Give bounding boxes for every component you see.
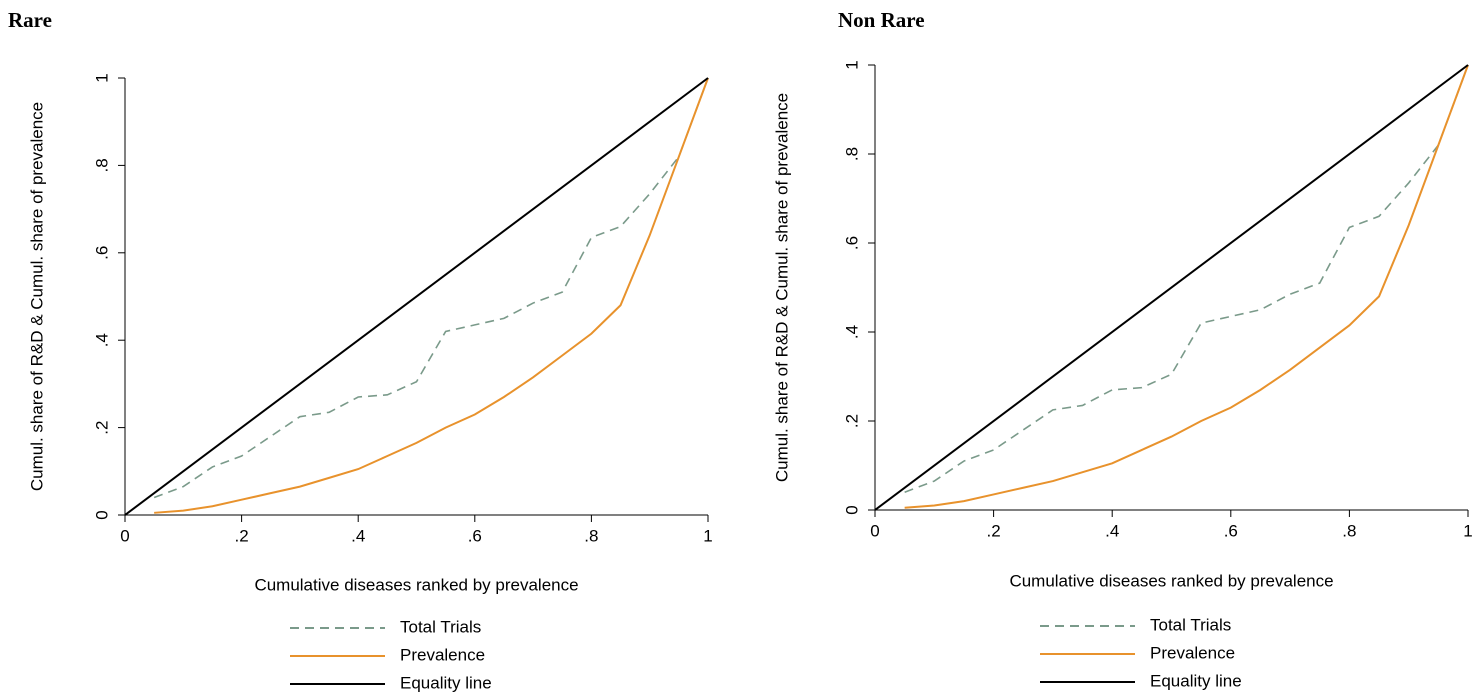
x-tick-label: 1 <box>703 526 712 545</box>
legend-label: Prevalence <box>1150 643 1235 662</box>
x-axis-label: Cumulative diseases ranked by prevalence <box>1009 571 1333 590</box>
y-tick-label: .2 <box>842 414 861 428</box>
legend-label: Total Trials <box>1150 615 1231 634</box>
legend-label: Equality line <box>1150 671 1242 690</box>
y-tick-label: 0 <box>92 510 111 519</box>
x-tick-label: .6 <box>468 526 482 545</box>
x-tick-label: .4 <box>351 526 365 545</box>
y-axis-label: Cumul. share of R&D & Cumul. share of pr… <box>27 102 46 491</box>
y-tick-label: 0 <box>842 505 861 514</box>
chart-title: Rare <box>8 8 52 32</box>
x-tick-label: 0 <box>870 521 879 540</box>
x-axis-label: Cumulative diseases ranked by prevalence <box>254 575 578 594</box>
series-line <box>904 64 1469 493</box>
y-tick-label: .2 <box>92 421 111 435</box>
y-tick-label: .8 <box>842 147 861 161</box>
legend-label: Total Trials <box>400 617 481 636</box>
x-tick-label: .2 <box>987 521 1001 540</box>
y-tick-label: .4 <box>842 325 861 339</box>
y-tick-label: .6 <box>842 236 861 250</box>
y-tick-label: .6 <box>92 246 111 260</box>
series-line <box>874 64 1469 511</box>
series-line <box>904 64 1469 509</box>
x-tick-label: .2 <box>235 526 249 545</box>
y-tick-label: 1 <box>92 73 111 82</box>
chart-title: Non Rare <box>838 8 925 32</box>
legend-label: Prevalence <box>400 645 485 664</box>
x-tick-label: .6 <box>1224 521 1238 540</box>
series-line <box>124 77 709 516</box>
x-tick-label: 1 <box>1463 521 1472 540</box>
x-tick-label: 0 <box>120 526 129 545</box>
y-tick-label: 1 <box>842 60 861 69</box>
y-tick-label: .4 <box>92 333 111 347</box>
legend-label: Equality line <box>400 673 492 692</box>
y-axis-label: Cumul. share of R&D & Cumul. share of pr… <box>772 93 791 482</box>
series-line <box>153 77 709 499</box>
x-tick-label: .4 <box>1105 521 1119 540</box>
x-tick-label: .8 <box>1342 521 1356 540</box>
x-tick-label: .8 <box>584 526 598 545</box>
y-tick-label: .8 <box>92 158 111 172</box>
series-line <box>154 77 709 514</box>
